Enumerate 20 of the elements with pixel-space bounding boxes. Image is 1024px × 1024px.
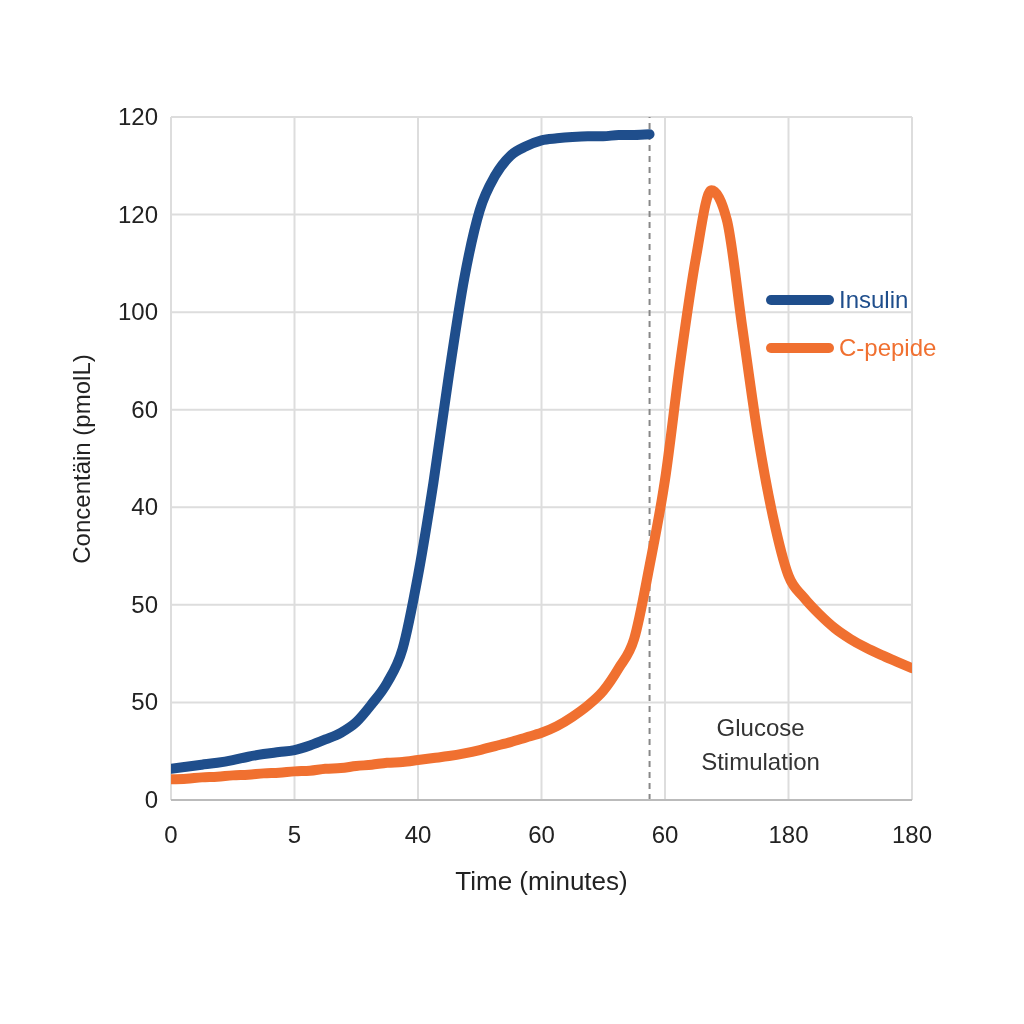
x-tick-label: 5 (287, 821, 302, 849)
y-axis-title: Concentäin (pmolL) (68, 353, 96, 564)
x-tick-label: 60 (528, 821, 555, 849)
legend-label: C-pepide (839, 334, 937, 362)
x-tick-label: 180 (891, 821, 933, 849)
text: 60 (131, 395, 158, 424)
x-axis-title: Time (minutes) (455, 866, 628, 897)
x-tick-label: 180 (768, 821, 809, 849)
x-tick-label: 40 (404, 821, 432, 849)
text: 100 (117, 298, 158, 327)
text: 40 (131, 493, 158, 522)
text: 50 (131, 688, 158, 717)
text: 120 (117, 103, 158, 131)
x-tick-label: 0 (164, 821, 178, 849)
legend-label: Insulin (839, 286, 909, 314)
annotation: Glucose Stimulation (701, 714, 820, 775)
text: 120 (117, 200, 158, 229)
text: 50 (131, 590, 158, 619)
text: 0 (144, 786, 158, 814)
x-tick-label: 60 (651, 821, 679, 849)
